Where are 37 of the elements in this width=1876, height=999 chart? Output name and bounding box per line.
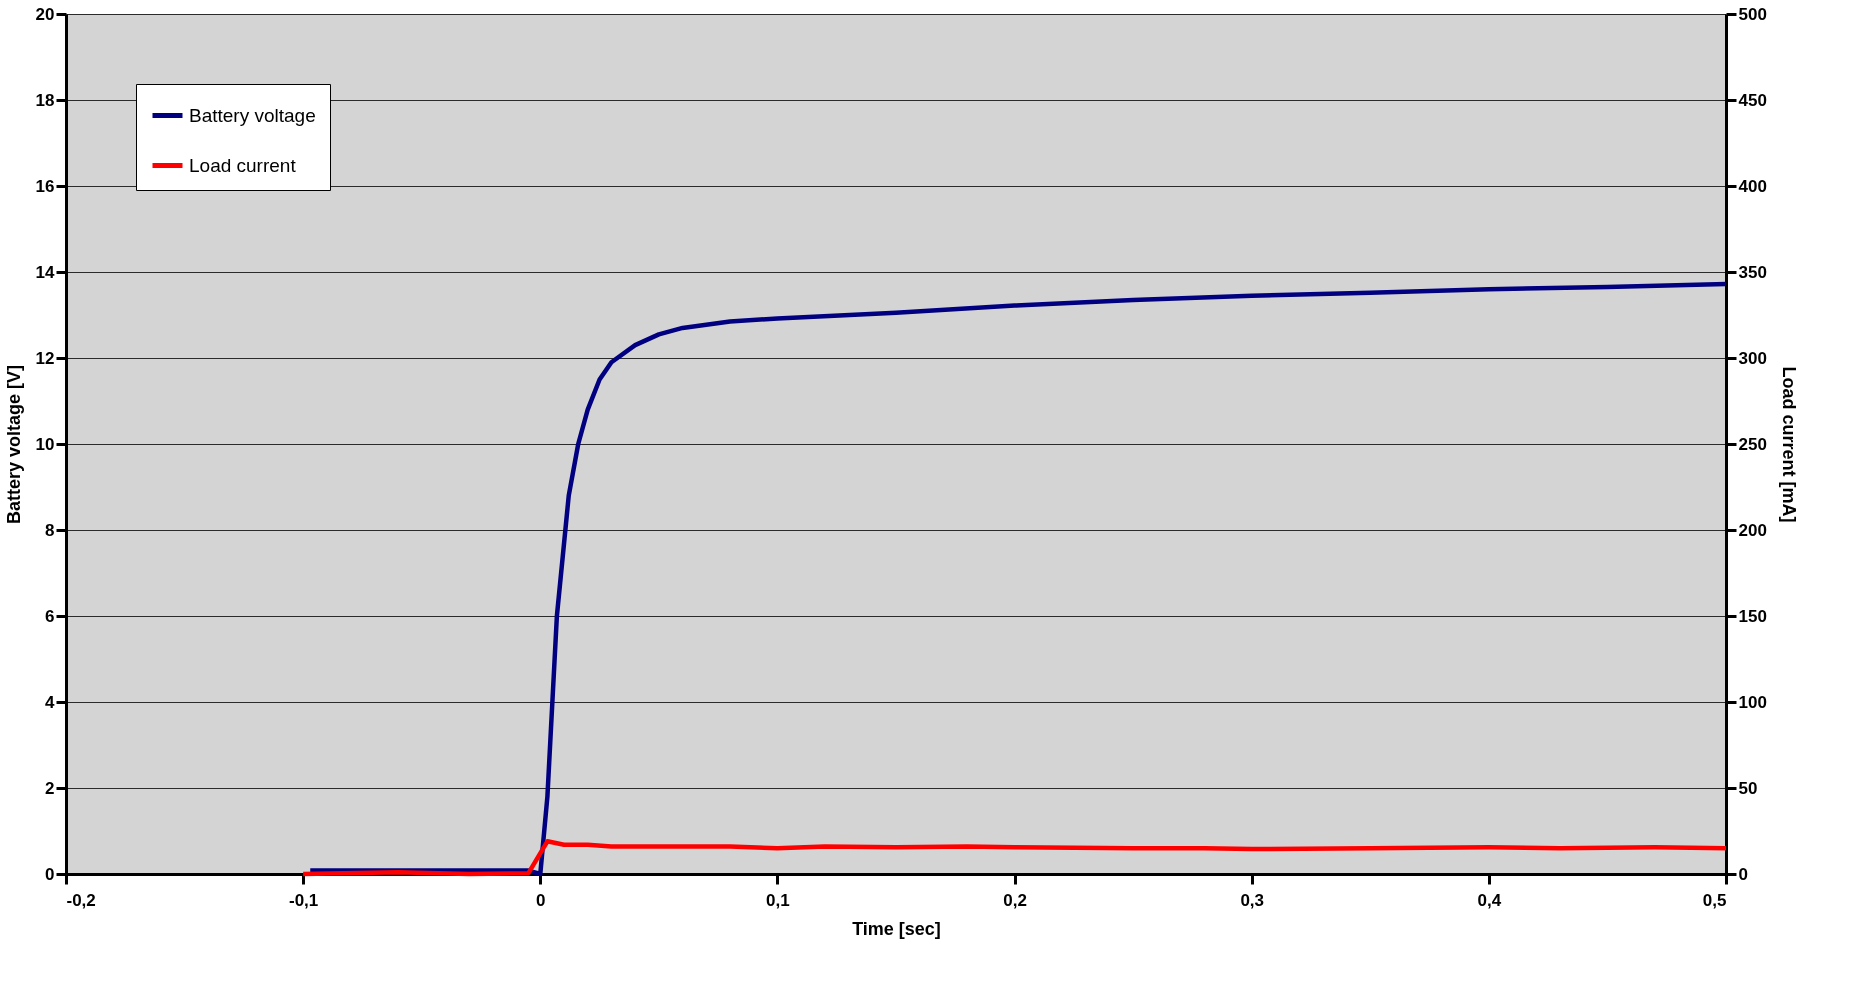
- y2-tick-label: 250: [1738, 434, 1767, 454]
- y-tick-label: 16: [35, 176, 55, 196]
- y2-tick-label: 150: [1738, 606, 1767, 626]
- y2-axis-title: Load current [mA]: [1778, 366, 1799, 523]
- y2-tick-label: 350: [1738, 262, 1767, 282]
- y-tick-label: 8: [45, 520, 55, 540]
- y2-tick-label: 300: [1738, 348, 1767, 368]
- legend-label: Load current: [189, 154, 297, 176]
- x-tick-label: 0,3: [1240, 890, 1265, 910]
- y2-tick-label: 500: [1738, 4, 1767, 24]
- x-axis-title: Time [sec]: [852, 918, 941, 939]
- y2-tick-label: 0: [1738, 864, 1748, 884]
- y-tick-label: 20: [35, 4, 55, 24]
- y2-tick-label: 50: [1738, 778, 1758, 798]
- x-tick-label: -0,2: [66, 890, 96, 910]
- y2-tick-label: 400: [1738, 176, 1767, 196]
- y-tick-label: 10: [35, 434, 55, 454]
- y2-tick-label: 450: [1738, 90, 1767, 110]
- line-series: [308, 281, 1729, 877]
- x-tick-label: 0,5: [1702, 890, 1727, 910]
- legend-label: Battery voltage: [189, 104, 316, 126]
- line-series: [300, 839, 1729, 877]
- x-tick-label: 0,2: [1003, 890, 1027, 910]
- y-axis-title: Battery voltage [V]: [3, 364, 24, 525]
- y2-tick-label: 100: [1738, 692, 1767, 712]
- y-tick-label: 18: [35, 90, 55, 110]
- x-tick-label: 0: [536, 890, 546, 910]
- x-tick-label: 0,1: [766, 890, 790, 910]
- y-tick-label: 6: [45, 606, 55, 626]
- y-tick-label: 12: [35, 348, 55, 368]
- y-tick-label: 4: [45, 692, 56, 712]
- x-tick-label: -0,1: [288, 890, 319, 910]
- y-tick-label: 2: [45, 778, 55, 798]
- x-tick-label: 0,4: [1477, 890, 1502, 910]
- y-tick-label: 0: [45, 864, 55, 884]
- y2-tick-label: 200: [1738, 520, 1767, 540]
- y-tick-label: 14: [35, 262, 56, 282]
